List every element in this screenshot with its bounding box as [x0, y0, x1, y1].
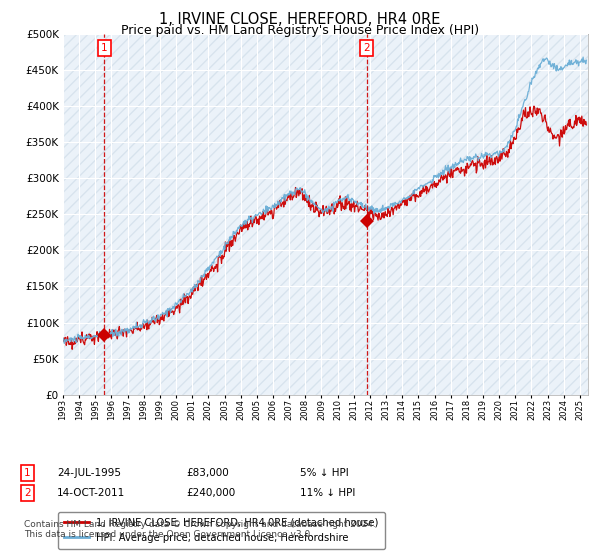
- Bar: [63, 214, 588, 250]
- Text: 2: 2: [24, 488, 31, 498]
- Text: 1: 1: [24, 468, 31, 478]
- Text: 14-OCT-2011: 14-OCT-2011: [57, 488, 125, 498]
- Bar: [63, 70, 588, 106]
- Bar: [63, 106, 588, 142]
- Text: 11% ↓ HPI: 11% ↓ HPI: [300, 488, 355, 498]
- Text: Price paid vs. HM Land Registry's House Price Index (HPI): Price paid vs. HM Land Registry's House …: [121, 24, 479, 37]
- Text: £83,000: £83,000: [186, 468, 229, 478]
- Text: £240,000: £240,000: [186, 488, 235, 498]
- Text: 24-JUL-1995: 24-JUL-1995: [57, 468, 121, 478]
- Bar: [63, 142, 588, 178]
- Bar: [63, 250, 588, 287]
- Text: 1: 1: [101, 43, 107, 53]
- Bar: [63, 178, 588, 214]
- Text: 5% ↓ HPI: 5% ↓ HPI: [300, 468, 349, 478]
- Text: Contains HM Land Registry data © Crown copyright and database right 2024.
This d: Contains HM Land Registry data © Crown c…: [24, 520, 376, 539]
- Bar: [63, 287, 588, 323]
- Text: 1, IRVINE CLOSE, HEREFORD, HR4 0RE: 1, IRVINE CLOSE, HEREFORD, HR4 0RE: [160, 12, 440, 27]
- Legend: 1, IRVINE CLOSE, HEREFORD, HR4 0RE (detached house), HPI: Average price, detache: 1, IRVINE CLOSE, HEREFORD, HR4 0RE (deta…: [58, 512, 385, 549]
- Text: 2: 2: [363, 43, 370, 53]
- Bar: [63, 323, 588, 359]
- Bar: [63, 34, 588, 70]
- Bar: [63, 359, 588, 395]
